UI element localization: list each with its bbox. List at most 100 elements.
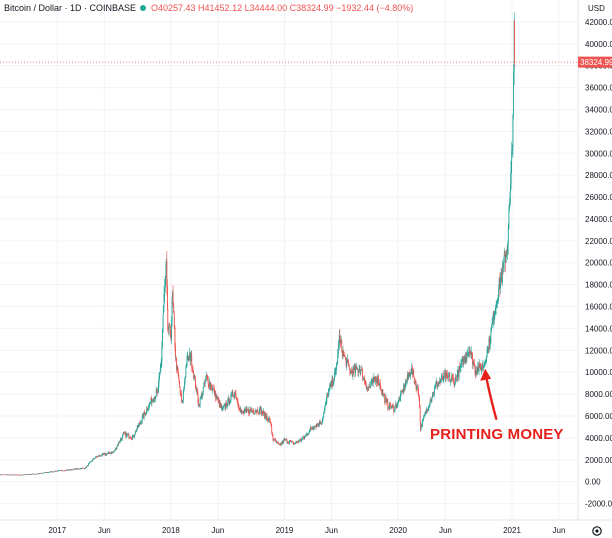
candle [373,372,375,383]
candle [365,381,367,390]
candle [228,396,230,405]
candle [261,409,263,416]
candle [28,474,30,476]
candle [106,453,108,456]
candle [173,311,175,330]
candle [242,410,244,414]
candle [169,322,171,326]
candle [31,474,33,475]
candle [92,458,94,462]
candle [360,369,362,376]
candle [353,363,355,371]
candle [162,327,163,350]
candle [512,113,514,158]
candle [502,262,504,275]
candle [340,335,342,344]
candle [87,463,89,467]
candle [459,362,461,373]
candle [210,383,212,390]
candle [262,408,264,417]
candle [60,469,62,471]
candle [54,470,55,473]
y-tick-label: 30000.00 [585,149,612,158]
candle [61,469,63,471]
candle [251,407,252,413]
candle [303,435,304,440]
candle [177,365,179,375]
candle [97,455,99,457]
candle [459,364,461,373]
candle [320,421,322,426]
candle [341,349,343,359]
y-tick-label: 40000.00 [585,40,612,49]
candle [64,469,66,471]
annotation-arrow-icon [484,375,498,420]
candle [420,422,422,431]
candle [444,369,445,379]
candle [372,377,374,386]
candle [402,388,404,395]
candle [149,402,151,405]
candle [191,364,193,373]
candle [486,346,488,358]
candle [185,362,187,368]
candle [498,284,500,302]
symbol-title[interactable]: Bitcoin / Dollar · 1D · COINBASE [4,3,136,13]
candle [482,362,484,373]
candle [33,473,35,475]
candle [378,374,379,386]
candle [429,398,431,407]
candle [277,441,279,445]
candle [288,442,290,445]
time-axis[interactable]: 2017 Jun 2018 Jun 2019 Jun 2020 Jun 2021 Jun [48,526,565,535]
candle [205,375,207,383]
candle [331,380,332,388]
candle [48,472,50,473]
candle [157,389,159,397]
candle [240,407,242,413]
candle [179,386,181,396]
y-tick-label: 16000.00 [585,303,612,312]
candle [130,436,132,439]
candle [358,369,360,378]
candle [250,406,252,413]
candle [489,336,491,351]
candle [259,405,261,411]
candle [162,313,164,333]
candle [70,469,72,471]
candlestick-series[interactable] [0,12,515,476]
candle [254,408,256,414]
candle [191,350,193,372]
candle [176,356,177,374]
candle [356,367,358,370]
candle [505,251,506,273]
candle [260,405,262,415]
candle [153,395,155,403]
candle [410,372,411,380]
candle [188,354,190,362]
candle [227,397,229,407]
candle [10,474,12,476]
candle [361,369,363,371]
candle [389,402,391,411]
settings-gear-icon[interactable] [592,526,602,536]
candle [72,468,74,471]
candle [69,469,71,471]
candle [30,473,31,475]
candle [454,382,456,388]
y-tick-label: 12000.00 [585,346,612,355]
candle [391,405,393,408]
price-axis[interactable]: -2000.00 0.00 2000.00 4000.00 6000.00 8000.00… [585,18,612,509]
candle [273,438,275,442]
candle [76,468,78,470]
candle [122,433,124,437]
candle [458,366,460,381]
candle [193,374,195,382]
candle [285,438,287,441]
candle [5,474,7,476]
candle [70,469,72,471]
candle [432,391,434,397]
candle [275,439,277,443]
candle [173,302,175,314]
